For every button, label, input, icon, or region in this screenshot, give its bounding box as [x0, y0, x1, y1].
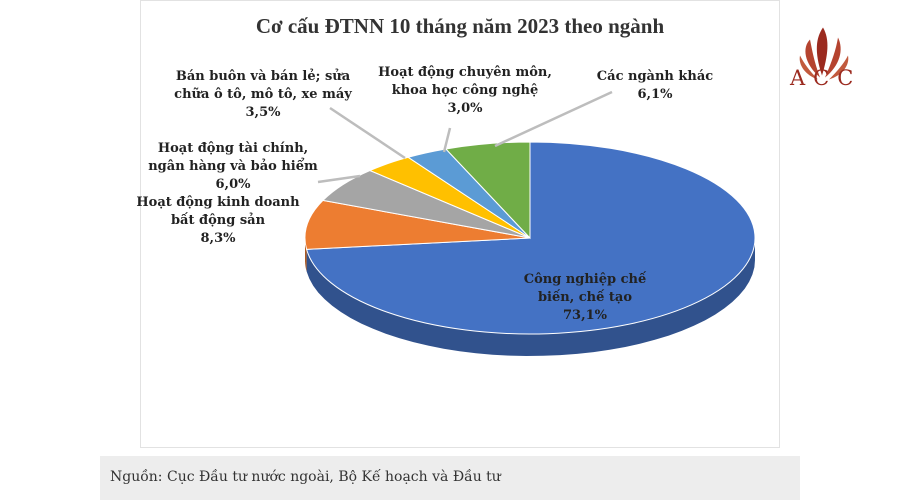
chart-title: Cơ cấu ĐTNN 10 tháng năm 2023 theo ngành: [255, 14, 665, 38]
leader-line-3: [329, 106, 406, 160]
slice-label-0-1: biến, chế tạo: [538, 289, 632, 305]
leader-line-4: [442, 127, 452, 153]
slice-label-2-1: ngân hàng và bảo hiểm: [148, 158, 318, 174]
acc-logo-icon: [799, 27, 849, 80]
slice-label-3-1: chữa ô tô, mô tô, xe máy: [174, 87, 352, 102]
pie-side-0: [306, 238, 755, 356]
slice-label-4-1: khoa học công nghệ: [392, 83, 539, 98]
source-bar: Nguồn: Cục Đầu tư nước ngoài, Bộ Kế hoạc…: [100, 456, 800, 500]
data-label-1: 8,3%: [201, 231, 237, 246]
slice-label-1-1: bất động sản: [171, 212, 266, 228]
slice-label-0-0: Công nghiệp chế: [524, 271, 647, 287]
slice-label-2-0: Hoạt động tài chính,: [158, 141, 308, 156]
data-label-2: 6,0%: [216, 177, 252, 192]
data-label-4: 3,0%: [448, 101, 484, 116]
logo-text: ACC: [790, 66, 862, 90]
data-label-5: 6,1%: [638, 87, 674, 102]
leader-line-2: [317, 174, 361, 184]
slice-label-1-0: Hoạt động kinh doanh: [136, 195, 300, 210]
source-text: Nguồn: Cục Đầu tư nước ngoài, Bộ Kế hoạc…: [110, 469, 501, 485]
slice-label-4-0: Hoạt động chuyên môn,: [378, 65, 552, 80]
slice-label-5-0: Các ngành khác: [597, 69, 713, 84]
pie-slice-0: [305, 141, 756, 335]
data-label-0: 73,1%: [563, 308, 608, 323]
slice-label-3-0: Bán buôn và bán lẻ; sửa: [176, 68, 351, 84]
leader-line-5: [494, 90, 613, 148]
pie-slice-1: [304, 199, 531, 250]
data-label-3: 3,5%: [246, 105, 282, 120]
